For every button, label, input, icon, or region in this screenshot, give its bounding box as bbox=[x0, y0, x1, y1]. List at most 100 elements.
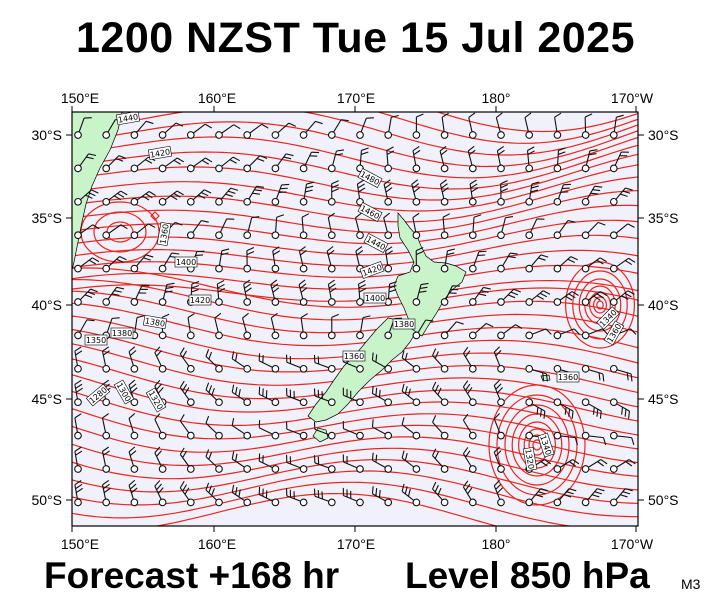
wind-barb bbox=[356, 117, 374, 139]
wind-barb bbox=[215, 156, 241, 173]
wind-barb bbox=[609, 257, 636, 273]
wind-barb bbox=[313, 354, 336, 373]
wind-barb bbox=[383, 179, 393, 206]
wind-barb bbox=[186, 189, 212, 206]
height-contour bbox=[72, 408, 638, 450]
wind-barb bbox=[371, 385, 393, 407]
wind-barb bbox=[462, 447, 477, 473]
wind-barb bbox=[609, 114, 624, 139]
wind-barb bbox=[286, 488, 308, 507]
axis-ticks bbox=[66, 106, 644, 532]
wind-barb bbox=[243, 185, 265, 206]
wind-barb bbox=[371, 352, 393, 373]
wind-barb bbox=[462, 346, 477, 373]
contour-label: 1400 bbox=[174, 256, 198, 268]
wind-barb bbox=[271, 183, 290, 206]
wind-barb bbox=[258, 453, 280, 473]
wind-barb bbox=[497, 252, 518, 273]
closed-contour bbox=[578, 278, 622, 332]
contour-label: 1350 bbox=[84, 334, 108, 346]
wind-barb bbox=[74, 257, 100, 273]
wind-barb bbox=[468, 322, 494, 340]
contour-label: 1380 bbox=[110, 327, 134, 339]
wind-barb bbox=[179, 447, 195, 473]
wind-barb bbox=[327, 180, 339, 206]
wind-barb bbox=[468, 214, 482, 240]
wind-barb bbox=[440, 248, 455, 273]
wind-barb bbox=[179, 480, 195, 507]
wind-barb bbox=[581, 328, 609, 340]
wind-barb bbox=[384, 146, 395, 173]
wind-barb bbox=[327, 212, 336, 240]
wind-barb bbox=[401, 450, 421, 473]
wind-barb bbox=[401, 417, 421, 440]
lon-label-top-150e: 150°E bbox=[61, 90, 99, 106]
wind-barb bbox=[130, 120, 154, 139]
wind-barb bbox=[581, 221, 606, 240]
wind-barb bbox=[258, 486, 280, 507]
wind-barb bbox=[327, 313, 339, 340]
height-contour bbox=[72, 164, 638, 212]
chatham-islands bbox=[540, 374, 551, 382]
wind-barb bbox=[525, 254, 549, 273]
wind-barb bbox=[214, 312, 223, 340]
height-contour bbox=[72, 190, 638, 234]
closed-contour bbox=[93, 211, 147, 253]
wind-barb bbox=[525, 290, 551, 306]
lon-label-bottom-170e: 170°E bbox=[337, 536, 375, 552]
wind-barb bbox=[553, 328, 580, 340]
height-contour bbox=[72, 112, 638, 144]
wind-barb bbox=[186, 157, 213, 173]
wind-barb bbox=[298, 246, 308, 273]
wind-barb bbox=[553, 112, 562, 139]
lon-label-top-170e: 170°E bbox=[337, 90, 375, 106]
wind-barb bbox=[497, 288, 521, 306]
wind-barb bbox=[432, 381, 449, 407]
wind-barb bbox=[495, 112, 505, 139]
lat-label-left-35s: 35°S bbox=[31, 210, 62, 226]
wind-barb bbox=[243, 216, 260, 240]
contour-label: 1440 bbox=[115, 112, 141, 126]
lat-label-right-40s: 40°S bbox=[648, 297, 679, 313]
wind-barb bbox=[215, 248, 230, 273]
wind-barb bbox=[581, 364, 605, 382]
wind-barb bbox=[186, 123, 213, 139]
height-contour bbox=[72, 447, 638, 491]
wind-barb bbox=[270, 312, 280, 340]
wind-barb bbox=[327, 279, 337, 306]
wind-barb bbox=[258, 420, 280, 440]
wind-barb bbox=[299, 213, 310, 240]
wind-barb bbox=[581, 291, 608, 306]
wind-barb bbox=[327, 119, 349, 139]
model-code: M3 bbox=[681, 576, 701, 592]
wind-barb bbox=[74, 413, 82, 440]
wind-barb bbox=[186, 220, 209, 240]
contour-label: 1400 bbox=[363, 292, 387, 304]
lat-label-right-30s: 30°S bbox=[648, 127, 679, 143]
wind-barb bbox=[231, 351, 252, 373]
wind-barb bbox=[432, 448, 449, 473]
wind-barb bbox=[128, 446, 139, 473]
wind-barb bbox=[468, 179, 479, 206]
wind-barb bbox=[383, 212, 393, 240]
wind-barb bbox=[74, 189, 99, 206]
lon-label-top-160e: 160°E bbox=[198, 90, 236, 106]
wind-barb bbox=[102, 256, 127, 273]
wind-barb bbox=[215, 124, 241, 139]
wind-barb bbox=[553, 147, 566, 173]
australia-coast bbox=[72, 112, 123, 271]
wind-barb bbox=[609, 364, 633, 382]
wind-barb bbox=[186, 313, 195, 340]
wind-barb bbox=[581, 113, 593, 139]
closed-contour bbox=[572, 270, 628, 340]
wind-barb bbox=[286, 354, 308, 373]
wind-barb bbox=[270, 279, 280, 306]
wind-barb bbox=[154, 446, 167, 473]
wind-barb bbox=[468, 286, 491, 306]
wind-barb bbox=[493, 379, 505, 407]
wind-barb bbox=[497, 216, 514, 240]
wind-barb bbox=[439, 145, 449, 173]
height-contour bbox=[72, 290, 638, 334]
wind-barb bbox=[313, 488, 336, 507]
